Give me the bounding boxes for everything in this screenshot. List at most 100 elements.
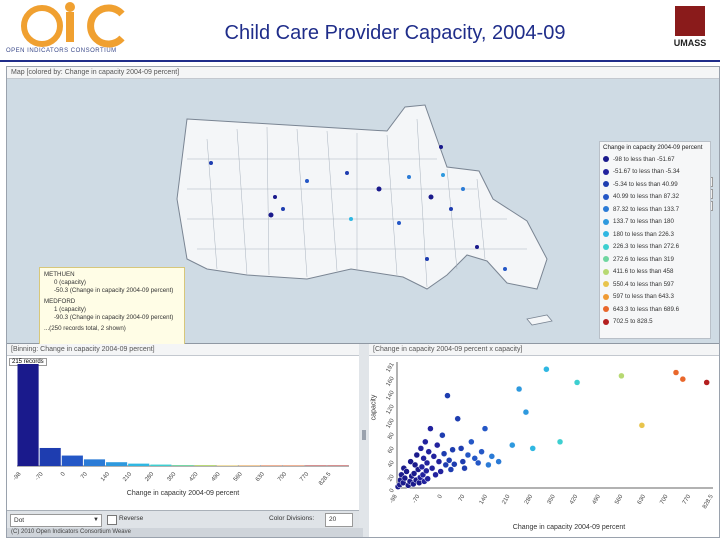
scatter-point xyxy=(529,445,536,452)
legend-item[interactable]: 643.3 to less than 689.6 xyxy=(600,303,710,316)
scatter-point xyxy=(556,438,564,446)
scatter-point xyxy=(422,438,429,446)
tooltip-line: -90.3 (Change in capacity 2004-09 percen… xyxy=(54,314,174,321)
legend-item[interactable]: 702.5 to 828.5 xyxy=(600,316,710,329)
legend-item[interactable]: 40.99 to less than 87.32 xyxy=(600,191,710,204)
scatter-point xyxy=(573,379,581,386)
map-panel-header: Map [colored by: Change in capacity 2004… xyxy=(7,67,719,79)
scatter-point xyxy=(435,458,443,465)
legend-item[interactable]: 133.7 to less than 180 xyxy=(600,216,710,229)
x-tick-label: 700 xyxy=(659,493,670,505)
scatter-point xyxy=(672,369,680,376)
scatter-point xyxy=(423,467,430,475)
scatter-point xyxy=(522,408,530,416)
histogram-bar xyxy=(150,464,172,466)
scatter-point xyxy=(485,461,492,469)
color-divisions-value: 20 xyxy=(329,516,337,523)
scatter-point xyxy=(442,461,450,469)
legend-item[interactable]: -51.67 to less than -5.34 xyxy=(600,166,710,179)
tooltip-line: MEDFORD xyxy=(44,298,76,305)
legend-swatch xyxy=(603,193,609,200)
x-tick-label: 770 xyxy=(682,493,693,505)
histogram-bar xyxy=(61,455,83,466)
scatterplot-panel[interactable]: [Change in capacity 2004-09 percent x ca… xyxy=(369,344,719,537)
map-location-dots xyxy=(209,145,507,271)
legend-item[interactable]: 550.4 to less than 597 xyxy=(600,278,710,291)
legend-item[interactable]: 180 to less than 226.3 xyxy=(600,228,710,241)
scatter-point xyxy=(425,448,432,455)
tooltip-line: 0 (capacity) xyxy=(54,279,86,286)
map-panel[interactable]: Map [colored by: Change in capacity 2004… xyxy=(7,67,719,351)
legend-item[interactable]: -98 to less than -51.67 xyxy=(600,153,710,166)
scatter-point xyxy=(417,445,425,452)
legend-item[interactable]: 597 to less than 643.3 xyxy=(600,291,710,304)
scatter-point xyxy=(423,459,431,467)
x-tick-label: 420 xyxy=(569,493,580,505)
y-tick-label: 40 xyxy=(387,459,396,468)
histogram-panel[interactable]: [Binning: Change in capacity 2004-09 per… xyxy=(7,344,360,510)
oic-logo-graphic xyxy=(21,2,125,48)
chevron-down-icon: ▼ xyxy=(93,517,99,523)
x-tick-label: 350 xyxy=(166,471,177,483)
x-tick-label: 70 xyxy=(80,471,89,480)
scatter-point xyxy=(454,415,461,422)
scatter-point xyxy=(468,438,475,446)
reverse-checkbox[interactable] xyxy=(107,515,117,525)
x-tick-label: 560 xyxy=(614,493,625,505)
legend-swatch xyxy=(603,168,609,175)
scatter-point xyxy=(439,431,446,439)
header-rule xyxy=(0,60,720,62)
slide-title: Child Care Provider Capacity, 2004-09 xyxy=(224,22,566,44)
scatter-point xyxy=(433,441,441,449)
histogram-chart[interactable]: -98 -70 0 70 140 210 280 350 420 490 560 630 700 770 8… xyxy=(7,356,359,510)
panel-splitter[interactable] xyxy=(359,344,369,537)
umass-logo-text: UMASS xyxy=(673,38,707,48)
scatter-point xyxy=(437,468,444,475)
legend-swatch xyxy=(603,181,609,188)
scatter-point xyxy=(478,448,485,455)
x-tick-label: 280 xyxy=(524,493,535,505)
umass-logo: UMASS xyxy=(666,4,714,56)
x-tick-label: 350 xyxy=(547,493,558,505)
tooltip-line: 1 (capacity) xyxy=(54,306,86,313)
scatterplot-chart[interactable]: -98 -70 0 70 140 210 280 350 420 490 560 630 700 770 8… xyxy=(369,356,719,524)
scatter-point xyxy=(445,457,453,464)
scatter-point xyxy=(618,372,625,380)
y-tick-label: 60 xyxy=(387,445,396,454)
y-tick-label: 140 xyxy=(386,389,397,401)
scatter-point xyxy=(488,453,496,460)
scatter-ylabel: capacity xyxy=(370,394,378,421)
y-tick-label: 0 xyxy=(389,487,396,493)
histogram-bar xyxy=(106,462,128,466)
massachusetts-map[interactable] xyxy=(7,79,719,343)
tooltip-line: ...(250 records total, 2 shown) xyxy=(44,325,126,332)
color-divisions-input[interactable]: 20 xyxy=(325,513,353,527)
scatter-point xyxy=(543,366,550,373)
town-borders xyxy=(187,118,527,288)
legend-swatch xyxy=(603,231,609,238)
legend-item[interactable]: 272.6 to less than 319 xyxy=(600,253,710,266)
x-tick-label: 140 xyxy=(479,493,490,505)
map-tooltip: METHUEN 0 (capacity) -50.3 (Change in ca… xyxy=(39,267,185,351)
legend-item[interactable]: 226.3 to less than 272.6 xyxy=(600,241,710,254)
legend-item[interactable]: 87.32 to less than 133.7 xyxy=(600,203,710,216)
x-tick-label: 630 xyxy=(255,471,266,483)
scatter-point xyxy=(403,468,410,475)
legend-item[interactable]: -5.34 to less than 40.99 xyxy=(600,178,710,191)
scatterplot-header: [Change in capacity 2004-09 percent x ca… xyxy=(369,344,719,356)
x-tick-label: 210 xyxy=(122,471,133,483)
scatter-point xyxy=(444,392,451,399)
map-legend: Change in capacity 2004-09 percent -98 t… xyxy=(599,141,711,339)
tooltip-line: -50.3 (Change in capacity 2004-09 percen… xyxy=(54,287,174,294)
legend-label: 180 to less than 226.3 xyxy=(613,230,674,238)
legend-items: -98 to less than -51.67 -51.67 to less th… xyxy=(600,153,710,328)
legend-swatch xyxy=(603,206,609,213)
legend-item[interactable]: 411.6 to less than 458 xyxy=(600,266,710,279)
style-select[interactable]: Dot ▼ xyxy=(10,514,102,527)
legend-label: 550.4 to less than 597 xyxy=(613,280,674,288)
splitter-grip xyxy=(362,430,366,440)
island-outline xyxy=(526,314,553,326)
scatter-point xyxy=(481,425,489,432)
scatter-point xyxy=(515,385,523,393)
histogram-bar xyxy=(128,463,150,466)
